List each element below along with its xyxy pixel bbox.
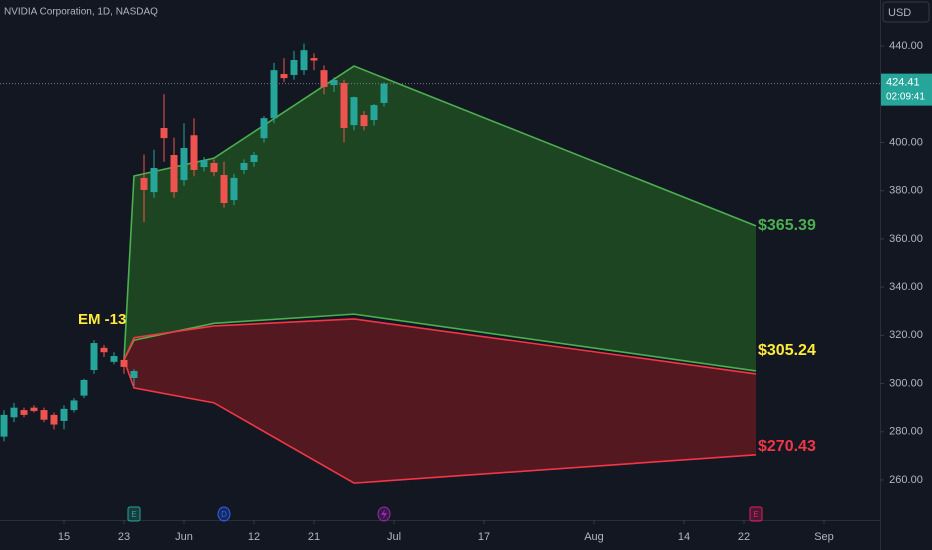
price-tag (881, 73, 932, 106)
band-line (123, 65, 757, 360)
candle-body (250, 155, 258, 163)
event-icon[interactable] (127, 506, 141, 522)
candle-body (240, 162, 248, 170)
candle-body (160, 128, 168, 139)
x-tick-label: 23 (118, 531, 130, 543)
candle-body (280, 74, 288, 79)
event-label: D (221, 510, 227, 519)
candle-body (360, 114, 368, 127)
x-tick-label: 21 (308, 531, 320, 543)
y-tick-label: 440.00 (889, 40, 923, 52)
event-label: E (753, 510, 758, 519)
candle-body (10, 407, 18, 418)
candle-body (40, 410, 48, 420)
x-tick-label: 12 (248, 531, 260, 543)
candle-body (320, 70, 328, 88)
candle-body (310, 58, 318, 61)
candle-body (330, 80, 338, 86)
candle-body (30, 407, 38, 412)
candle-body (100, 347, 108, 353)
candle-body (170, 155, 178, 193)
candle-body (370, 105, 378, 121)
candle-body (130, 371, 138, 379)
countdown: 02:09:41 (886, 91, 925, 102)
candle-body (210, 162, 218, 173)
candle-body (190, 135, 198, 170)
band-end-label: $305.24 (758, 342, 816, 359)
band-line (123, 359, 757, 484)
candle-body (140, 177, 148, 190)
candle-body (150, 168, 158, 193)
candle-body (350, 97, 358, 126)
band-line (123, 318, 757, 375)
y-tick-label: 300.00 (889, 377, 923, 389)
x-tick-label: Aug (584, 531, 604, 543)
candle-body (90, 343, 98, 371)
chart-title: NVIDIA Corporation, 1D, NASDAQ (4, 7, 158, 18)
y-tick-label: 320.00 (889, 329, 923, 341)
candle-body (80, 379, 88, 396)
annotation: EM -13 (78, 311, 126, 328)
band-end-label: $365.39 (758, 217, 816, 234)
x-tick-label: 15 (58, 531, 70, 543)
candle-body (260, 118, 268, 139)
y-tick-label: 360.00 (889, 233, 923, 245)
candle-body (50, 414, 58, 425)
band-end-label: $270.43 (758, 438, 816, 455)
candle-body (290, 60, 298, 75)
candle-body (120, 359, 128, 367)
y-tick-label: 400.00 (889, 136, 923, 148)
candle-body (0, 414, 8, 437)
candle-body (110, 356, 118, 362)
price-label: 424.41 (886, 77, 920, 89)
y-tick-label: 260.00 (889, 474, 923, 486)
candle-body (300, 50, 308, 71)
currency: USD (888, 7, 911, 19)
event-label: E (131, 510, 136, 519)
currency-button[interactable] (882, 1, 930, 23)
x-tick-label: Jun (175, 531, 193, 543)
plot-area (0, 43, 757, 484)
x-tick-label: 17 (478, 531, 490, 543)
candle-body (60, 408, 68, 421)
x-tick-label: 14 (678, 531, 690, 543)
event-icon[interactable] (749, 506, 763, 522)
candle-body (220, 175, 228, 203)
candle-body (340, 82, 348, 129)
candle-body (70, 400, 78, 411)
candle-body (270, 70, 278, 119)
x-tick-label: Jul (387, 531, 401, 543)
y-tick-label: 380.00 (889, 185, 923, 197)
x-tick-label: Sep (814, 531, 834, 543)
band-fill (124, 66, 756, 371)
y-tick-label: 340.00 (889, 281, 923, 293)
candle-body (180, 148, 188, 181)
event-bolt (381, 509, 387, 519)
candle-body (200, 160, 208, 168)
candle-body (230, 177, 238, 201)
candle-body (20, 410, 28, 415)
candle-body (380, 83, 388, 103)
x-tick-label: 22 (738, 531, 750, 543)
event-icon[interactable] (217, 506, 231, 522)
band-fill (124, 318, 756, 484)
y-tick-label: 280.00 (889, 426, 923, 438)
